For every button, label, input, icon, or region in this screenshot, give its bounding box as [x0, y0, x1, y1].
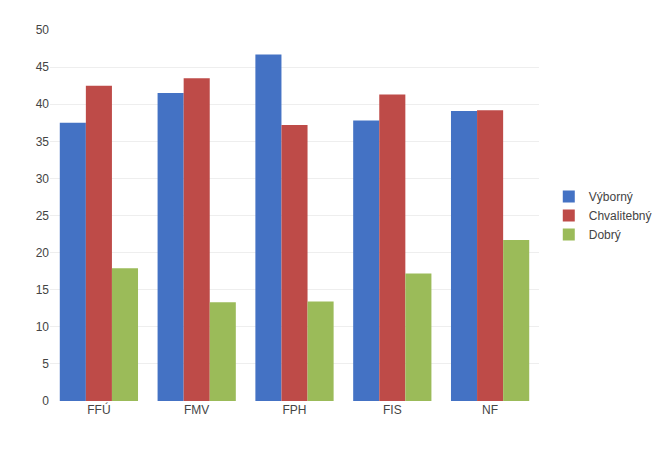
svg-text:25: 25: [36, 209, 50, 223]
svg-text:50: 50: [36, 23, 50, 37]
svg-text:40: 40: [36, 97, 50, 111]
svg-text:45: 45: [36, 60, 50, 74]
svg-text:Chvalitebný: Chvalitebný: [589, 209, 652, 223]
svg-text:FMV: FMV: [184, 403, 209, 417]
svg-text:FFÚ: FFÚ: [87, 402, 110, 417]
svg-text:NF: NF: [482, 403, 498, 417]
svg-text:5: 5: [42, 357, 49, 371]
svg-text:35: 35: [36, 135, 50, 149]
svg-text:30: 30: [36, 172, 50, 186]
svg-text:0: 0: [42, 394, 49, 408]
svg-text:15: 15: [36, 283, 50, 297]
svg-text:Výborný: Výborný: [589, 190, 633, 204]
svg-text:FIS: FIS: [383, 403, 402, 417]
svg-text:FPH: FPH: [283, 403, 307, 417]
svg-text:Dobrý: Dobrý: [589, 228, 621, 242]
svg-text:20: 20: [36, 246, 50, 260]
svg-text:10: 10: [36, 320, 50, 334]
